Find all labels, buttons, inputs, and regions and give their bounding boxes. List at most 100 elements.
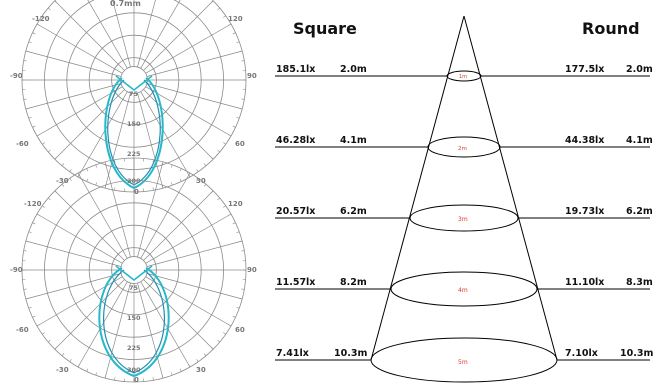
radial-label-top-225: 225 xyxy=(127,150,141,158)
rim-tick xyxy=(223,15,226,18)
rim-tick xyxy=(95,372,98,376)
rim-tick xyxy=(170,182,173,186)
rim-tick xyxy=(61,184,65,187)
rim-tick xyxy=(42,205,45,208)
grid-spoke xyxy=(137,92,164,189)
grid-spoke xyxy=(145,276,232,327)
rim-tick xyxy=(95,164,98,168)
grid-spoke xyxy=(146,273,243,300)
rim-tick xyxy=(179,178,182,182)
rim-tick xyxy=(25,50,29,53)
angle-label-top-30: 30 xyxy=(196,177,206,185)
rim-tick xyxy=(36,324,40,327)
cone-edge-left xyxy=(370,15,465,361)
intensity-curve-spike xyxy=(115,265,153,282)
rim-tick xyxy=(23,288,27,290)
rim-tick xyxy=(236,306,240,309)
radial-label-bottom-150: 150 xyxy=(127,314,141,322)
square-lux: 7.41lx xyxy=(276,348,309,359)
rim-tick xyxy=(232,125,236,128)
grid-spoke xyxy=(146,240,243,267)
rim-tick xyxy=(28,231,32,234)
grid-spoke xyxy=(36,23,123,74)
rim-tick xyxy=(48,197,51,201)
rim-tick xyxy=(25,297,29,300)
rim-tick xyxy=(36,23,40,26)
rim-tick xyxy=(232,32,236,35)
square-diameter: 8.2m xyxy=(340,277,367,288)
grid-spoke xyxy=(87,0,128,69)
rim-tick xyxy=(188,364,191,368)
rim-tick xyxy=(232,222,236,225)
rim-tick xyxy=(161,375,164,379)
rim-tick xyxy=(241,250,245,252)
angle-label-bottom-m30: -30 xyxy=(56,366,69,374)
square-diameter: 6.2m xyxy=(340,206,367,217)
rim-tick xyxy=(236,41,240,44)
intensity-curve-spike xyxy=(115,75,153,92)
radial-label-top-150: 150 xyxy=(127,120,141,128)
grid-spoke xyxy=(54,89,125,160)
rim-tick xyxy=(32,222,36,225)
grid-spoke xyxy=(77,281,128,368)
polar-diagram-top: -120 120 -90 90 -60 60 -30 30 0 75 150 2… xyxy=(10,0,257,196)
rim-tick xyxy=(54,346,58,350)
rim-tick xyxy=(217,149,220,153)
angle-label-top-90: 90 xyxy=(247,72,257,80)
intensity-curve-c0 xyxy=(98,267,170,378)
top-title-fragment: 0.7mm xyxy=(110,0,141,8)
square-diameter: 4.1m xyxy=(340,135,367,146)
rim-tick xyxy=(223,142,226,145)
rim-tick xyxy=(217,197,220,201)
radial-label-top-75: 75 xyxy=(129,90,139,98)
rim-tick xyxy=(179,368,182,372)
grid-spoke xyxy=(112,0,131,68)
grid-spoke xyxy=(140,172,191,259)
rim-tick xyxy=(232,315,236,318)
rim-tick xyxy=(170,164,173,168)
rim-tick xyxy=(48,149,51,153)
rim-tick xyxy=(241,98,245,100)
angle-label-bottom-m90: -90 xyxy=(10,266,23,274)
rim-tick xyxy=(239,297,243,300)
rim-tick xyxy=(48,7,51,11)
cone-row-2: 2m 46.28lx 4.1m 44.38lx 4.1m xyxy=(275,135,653,158)
rim-tick xyxy=(32,125,36,128)
grid-spoke xyxy=(137,0,156,68)
rim-tick xyxy=(86,368,89,372)
rim-tick xyxy=(228,324,232,327)
rim-tick xyxy=(36,134,40,137)
rim-tick xyxy=(114,377,116,381)
square-diameter: 2.0m xyxy=(340,64,367,75)
round-diameter: 2.0m xyxy=(626,64,653,75)
cone-row-3: 3m 20.57lx 6.2m 19.73lx 6.2m xyxy=(275,204,653,232)
rim-tick xyxy=(152,377,154,381)
rim-tick xyxy=(217,339,220,343)
rim-tick xyxy=(228,23,232,26)
grid-spoke xyxy=(104,92,131,189)
rim-tick xyxy=(223,205,226,208)
round-diameter: 8.3m xyxy=(626,277,653,288)
rim-tick xyxy=(32,315,36,318)
rim-tick xyxy=(32,32,36,35)
distance-label: 5m xyxy=(458,359,468,366)
square-lux: 46.28lx xyxy=(276,135,315,146)
angle-label-bottom-m60: -60 xyxy=(16,326,29,334)
rim-tick xyxy=(203,184,207,187)
rim-tick xyxy=(152,187,154,191)
round-lux: 19.73lx xyxy=(565,206,604,217)
cone-row-4: 4m 11.57lx 8.2m 11.10lx 8.3m xyxy=(275,271,653,307)
rim-tick xyxy=(42,142,45,145)
rim-tick xyxy=(95,182,98,186)
rim-tick xyxy=(228,134,232,137)
grid-spoke xyxy=(137,282,164,379)
rim-tick xyxy=(239,50,243,53)
grid-spoke xyxy=(137,161,164,258)
radial-label-bottom-225: 225 xyxy=(127,344,141,352)
rim-tick xyxy=(228,213,232,216)
cone-edge-right xyxy=(463,15,558,361)
angle-label-top-120: 120 xyxy=(228,15,243,23)
grid-spoke xyxy=(145,23,232,74)
rim-tick xyxy=(179,168,182,172)
grid-spoke xyxy=(36,213,123,264)
